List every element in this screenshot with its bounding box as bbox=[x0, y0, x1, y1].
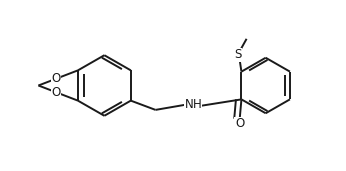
Text: N: N bbox=[185, 98, 193, 111]
Text: O: O bbox=[52, 72, 61, 85]
Text: H: H bbox=[192, 98, 201, 111]
Text: S: S bbox=[234, 48, 242, 61]
Text: O: O bbox=[235, 117, 244, 130]
Text: O: O bbox=[52, 86, 61, 99]
